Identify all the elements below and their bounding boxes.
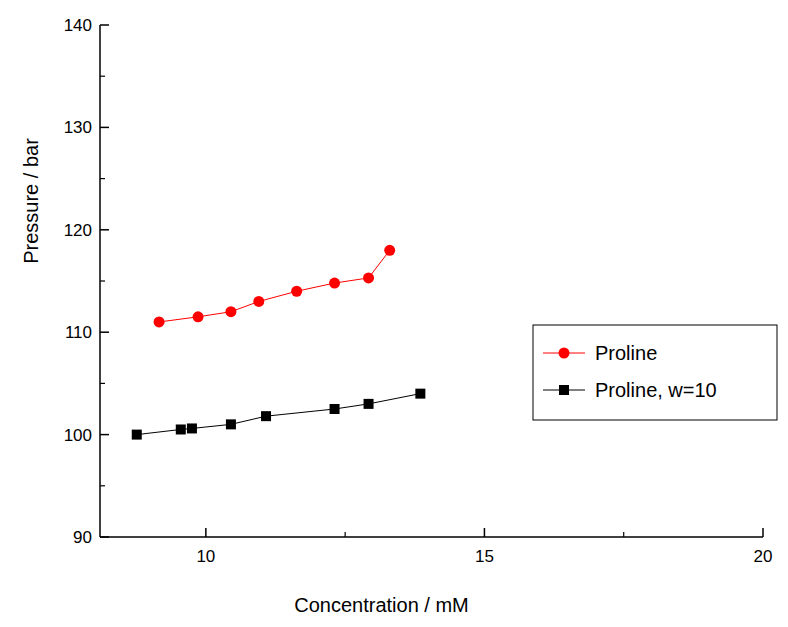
series-line: [159, 250, 390, 322]
y-minor-tick: [100, 485, 105, 486]
y-tick: [100, 536, 109, 538]
x-minor-tick: [623, 532, 624, 537]
y-axis-label: Pressure / bar: [20, 138, 42, 264]
x-tick: [762, 528, 764, 537]
data-point: [253, 296, 264, 307]
series-line: [137, 394, 421, 435]
x-tick-label: 20: [754, 547, 773, 566]
x-tick-label: 15: [475, 547, 494, 566]
x-axis-label: Concentration / mM: [294, 594, 469, 616]
y-tick-label: 100: [64, 426, 92, 445]
legend-marker: [559, 385, 569, 395]
x-tick-label: 10: [196, 547, 215, 566]
data-point: [154, 316, 165, 327]
chart: 90 100 110 120 130 140 10 15 20 Concentration / m…: [0, 0, 788, 627]
legend-label: Proline, w=10: [595, 379, 717, 401]
y-tick: [100, 127, 109, 129]
y-tick: [100, 434, 109, 436]
y-minor-tick: [100, 383, 105, 384]
data-point: [384, 245, 395, 256]
x-axis: [100, 536, 763, 538]
data-point: [415, 389, 425, 399]
data-point: [363, 272, 374, 283]
y-tick-label: 120: [64, 221, 92, 240]
y-tick: [100, 24, 109, 26]
x-tick: [484, 528, 486, 537]
data-point: [261, 411, 271, 421]
y-tick-label: 140: [64, 16, 92, 35]
data-point: [193, 311, 204, 322]
data-point: [330, 404, 340, 414]
data-point: [225, 306, 236, 317]
y-tick-label: 90: [73, 528, 92, 547]
y-tick: [100, 229, 109, 231]
legend-marker: [559, 348, 570, 359]
y-tick: [100, 331, 109, 333]
legend-label: Proline: [595, 342, 657, 364]
data-point: [187, 423, 197, 433]
x-tick: [205, 528, 207, 537]
data-point: [176, 424, 186, 434]
x-minor-tick: [345, 532, 346, 537]
legend-box: [533, 325, 777, 420]
legend: Proline Proline, w=10: [533, 325, 777, 420]
data-point: [132, 430, 142, 440]
data-point: [329, 278, 340, 289]
y-tick-label: 110: [65, 323, 92, 342]
y-minor-tick: [100, 76, 105, 77]
y-minor-tick: [100, 178, 105, 179]
y-tick-label: 130: [64, 118, 92, 137]
y-minor-tick: [100, 280, 105, 281]
plot-area: [132, 245, 426, 440]
data-point: [291, 286, 302, 297]
data-point: [364, 399, 374, 409]
data-point: [226, 419, 236, 429]
